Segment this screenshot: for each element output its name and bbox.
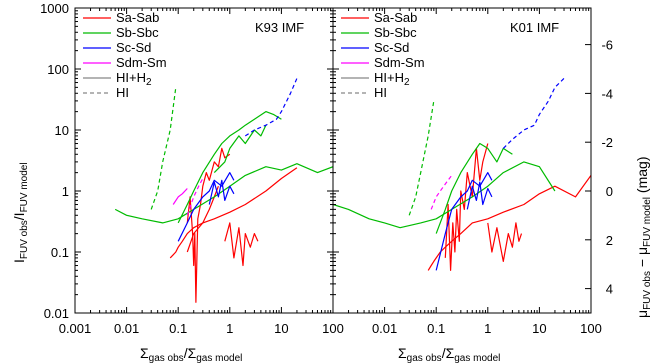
mag-tick-label: -6 [601, 38, 613, 53]
mag-tick-label: -2 [601, 135, 613, 150]
legend-label-sb-sbc: Sb-Sbc [374, 25, 417, 40]
series-line-sb-sbc-6 [213, 124, 267, 174]
mag-tick-label: 2 [606, 233, 613, 248]
series-line-hi-12 [150, 87, 177, 210]
series-group-k01 [333, 77, 591, 271]
series-line-sc-sd-8 [208, 179, 235, 205]
y-tick-label: 0.01 [44, 306, 69, 321]
series-line-sc-sd-18 [435, 172, 493, 271]
legend-label-sc-sd: Sc-Sd [116, 40, 151, 55]
x-tick-label: 1 [226, 321, 233, 336]
series-line-sa-sab-14 [444, 143, 489, 271]
series-line-sdm-sm-11 [186, 178, 204, 216]
series-line-sa-sab-3 [186, 185, 219, 253]
panel-label-k01: K01 IMF [510, 20, 559, 35]
legend-label-hi: HI [374, 85, 387, 100]
x-tick-label: 100 [580, 321, 602, 336]
legend-label-sa-sab: Sa-Sab [116, 10, 159, 25]
series-line-sa-sab-2 [224, 222, 259, 267]
legend-label-hi: HI [116, 85, 129, 100]
x-axis-label-left: Σgas obs/Σgas model [140, 345, 242, 364]
plot-frame-k01 [332, 7, 592, 314]
series-line-sdm-sm-21 [430, 175, 453, 210]
x-tick-label: 10 [532, 321, 546, 336]
series-line-sb-sbc-5 [177, 111, 282, 224]
series-group-k93 [114, 78, 333, 303]
y-tick-label: 10 [55, 123, 69, 138]
mag-tick-label: 4 [606, 282, 613, 297]
y-tick-label: 100 [47, 62, 69, 77]
series-line-sb-sbc-17 [435, 142, 513, 234]
legend-label-subscript: 2 [404, 77, 410, 88]
y-tick-label: 0.1 [51, 245, 69, 260]
series-line-sc-sd-19 [466, 181, 493, 210]
y-tick-label: 1 [62, 184, 69, 199]
series-line-sa-sab-0 [169, 167, 298, 259]
legend-label-sc-sd: Sc-Sd [374, 40, 409, 55]
x-tick-label: 0.001 [59, 321, 92, 336]
mag-tick-label: -4 [601, 86, 613, 101]
plot-frame-k93 [74, 7, 334, 314]
series-line-sa-sab-15 [487, 222, 523, 262]
magnitude-axis: -6 -4 -2 0 2 4 [585, 38, 613, 297]
panel-label-k93: K93 IMF [255, 20, 304, 35]
x-tick-label: 1 [484, 321, 491, 336]
series-line-sa-sab-13 [427, 175, 591, 271]
x-axis-label-right: Σgas obs/Σgas model [398, 345, 500, 364]
x-tick-label: 10 [274, 321, 288, 336]
legend-label-subscript: 2 [146, 77, 152, 88]
x-tick-label: 0.01 [114, 321, 139, 336]
legend-label-sa-sab: Sa-Sab [374, 10, 417, 25]
y-axis-label-left: IFUV obs/IFUV model [11, 162, 30, 263]
series-line-sc-sd-9 [244, 78, 298, 137]
x-tick-label: 0.01 [372, 321, 397, 336]
x-tick-label: 0.1 [169, 321, 187, 336]
x-tick-label: 0.1 [427, 321, 445, 336]
panel-k01: 0.01 0.1 1 10 100 K01 IMF Sa-SabSb-SbcSc-SdS… [332, 7, 613, 336]
legend-label-sb-sbc: Sb-Sbc [116, 25, 159, 40]
legend-label-sdm-sm: Sdm-Sm [116, 55, 167, 70]
series-line-hi-22 [408, 100, 435, 216]
legend-label-hi-h: HI+H2 [374, 70, 410, 88]
series-line-sc-sd-20 [502, 77, 565, 149]
series-line-sb-sbc-4 [114, 163, 333, 224]
y-tick-label: 1000 [40, 1, 69, 16]
legend-label-hi-h: HI+H2 [116, 70, 152, 88]
mag-tick-label: 0 [606, 184, 613, 199]
y-axis-label-right: μFUV obs − μFUV model (mag) [634, 157, 653, 318]
legend-label-sdm-sm: Sdm-Sm [374, 55, 425, 70]
series-line-sdm-sm-10 [172, 188, 188, 205]
series-line-sc-sd-7 [177, 172, 235, 242]
series-line-sb-sbc-16 [333, 161, 556, 229]
x-tick-label: 100 [322, 321, 344, 336]
series-line-sa-sab-1 [186, 147, 231, 303]
